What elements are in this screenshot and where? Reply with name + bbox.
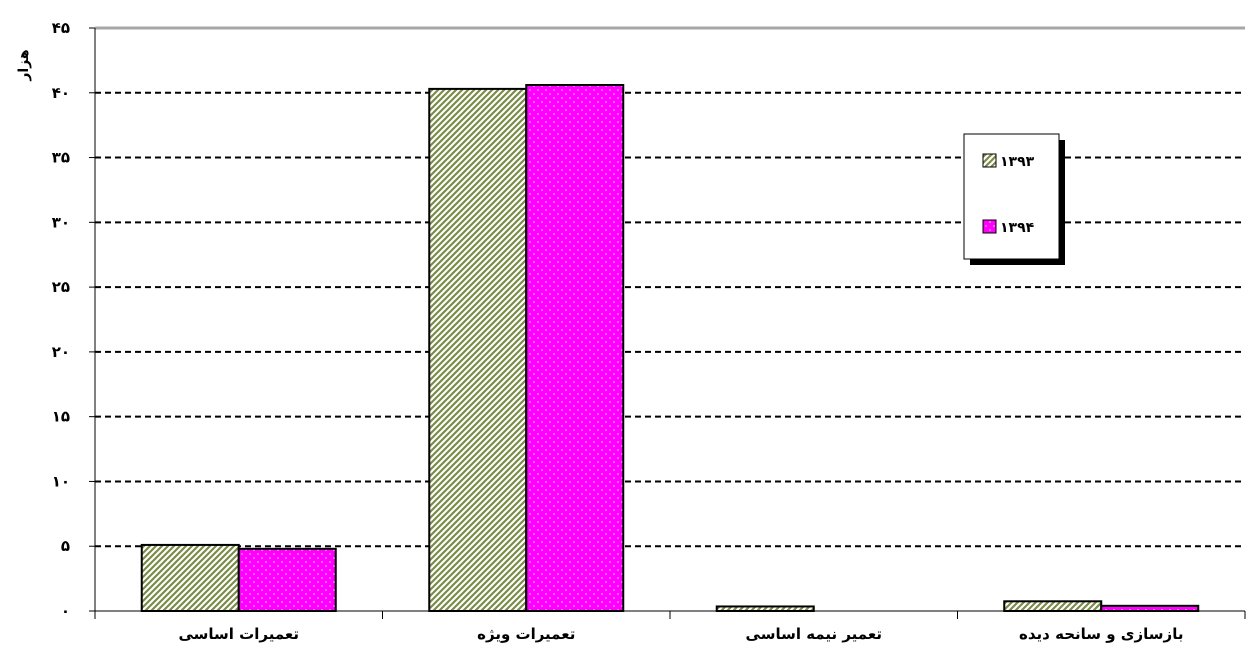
gridlines bbox=[95, 26, 1245, 548]
y-tick-label: ۲۰ bbox=[52, 343, 70, 361]
bar-۱۳۹۳-3 bbox=[1003, 600, 1103, 612]
y-tick-label: ۲۵ bbox=[52, 278, 70, 296]
bar-۱۳۹۴-0 bbox=[237, 547, 337, 613]
y-tick-label: ۵ bbox=[61, 537, 70, 555]
x-category-label: تعمیرات ویژه bbox=[477, 625, 575, 643]
axes bbox=[89, 27, 1246, 619]
y-tick-label: ۱۰ bbox=[52, 472, 70, 490]
x-category-label: بازسازی و سانحه دیده bbox=[1019, 625, 1183, 643]
y-tick-label: ۳۵ bbox=[52, 149, 70, 167]
y-tick-label: ۴۵ bbox=[52, 19, 70, 37]
tick-labels: ۰ ۵ ۱۰ ۱۵ ۲۰ ۲۵ ۳۰ ۳۵ ۴۰ ۴۵ تعمیرات اساسی تعمیرات و… bbox=[52, 19, 1184, 643]
legend-swatch-1394 bbox=[982, 219, 997, 234]
bar-۱۳۹۳-1 bbox=[428, 87, 528, 612]
legend-label-1394: ۱۳۹۴ bbox=[1000, 220, 1035, 236]
y-tick-label: ۴۰ bbox=[52, 84, 70, 102]
y-tick-label: ۱۵ bbox=[52, 408, 70, 426]
x-category-label: تعمیرات اساسی bbox=[179, 625, 300, 643]
legend-label-1393: ۱۳۹۳ bbox=[1000, 154, 1035, 170]
x-category-label: تعمیر نیمه اساسی bbox=[746, 625, 882, 643]
bar-۱۳۹۴-1 bbox=[525, 84, 625, 612]
bar-۱۳۹۴-3 bbox=[1100, 604, 1200, 612]
bar-۱۳۹۳-2 bbox=[715, 605, 815, 613]
y-axis-label: هزار bbox=[16, 49, 32, 81]
y-tick-label: ۳۰ bbox=[52, 213, 70, 231]
bar-۱۳۹۳-0 bbox=[140, 543, 240, 613]
bars bbox=[140, 84, 1200, 613]
legend-box bbox=[963, 133, 1060, 260]
y-tick-label: ۰ bbox=[61, 602, 70, 620]
legend-swatch-1393 bbox=[982, 153, 997, 168]
legend: ۱۳۹۳ ۱۳۹۴ bbox=[963, 133, 1065, 265]
